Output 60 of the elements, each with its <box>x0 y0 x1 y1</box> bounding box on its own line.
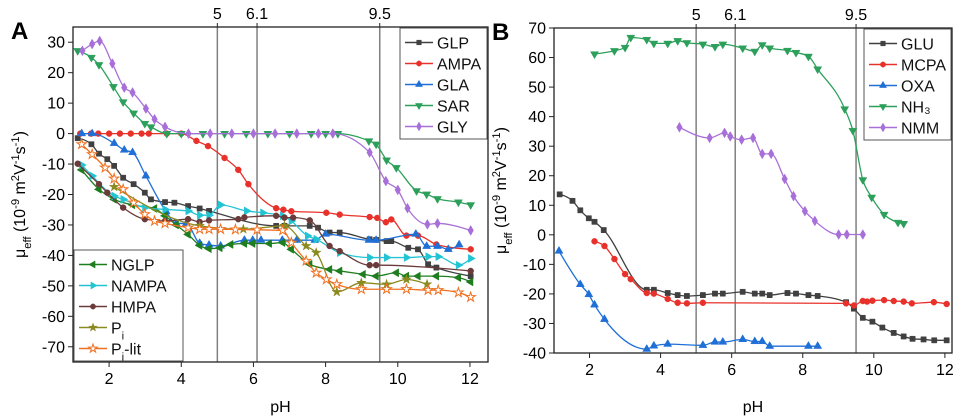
y-tick-label: 50 <box>528 80 546 97</box>
legend-label: NMM <box>901 120 940 138</box>
legend-label: GLP <box>437 36 470 52</box>
y-tick-label: -30 <box>42 217 66 234</box>
ref-line-label: 6.1 <box>724 7 746 24</box>
x-tick-label: 8 <box>798 362 808 379</box>
y-tick-label: -20 <box>522 286 546 304</box>
y-tick-label: 40 <box>528 109 546 126</box>
legend-label: AMPA <box>437 56 482 74</box>
legend-label: P$_{i}$-lit <box>111 342 142 364</box>
legend-label: SAR <box>437 98 470 116</box>
x-tick-label: 2 <box>585 362 594 379</box>
y-tick-label: -10 <box>42 156 66 174</box>
y-tick-label: -20 <box>42 187 66 204</box>
legend-label: OXA <box>901 78 936 96</box>
legend-label: NAMPA <box>111 278 168 296</box>
legend-label: GLY <box>437 120 468 136</box>
y-tick-label: -40 <box>522 346 546 362</box>
y-tick-label: -40 <box>42 248 66 265</box>
y-tick-label: -60 <box>42 308 66 326</box>
legend-label: NH₃ <box>901 100 931 116</box>
ref-line-label: 5 <box>212 6 222 23</box>
x-axis-title: pH <box>742 399 764 416</box>
y-tick-label: 0 <box>56 126 66 144</box>
chart-title: B <box>492 19 510 46</box>
legend-label: HMPA <box>111 300 156 316</box>
legend-label: GLA <box>437 78 470 94</box>
y-tick-label: 0 <box>537 227 546 244</box>
y-tick-label: -10 <box>522 256 546 274</box>
legend-label: MCPA <box>901 58 946 74</box>
x-tick-label: 4 <box>656 362 666 379</box>
x-tick-label: 12 <box>936 362 954 379</box>
ref-line-label: 6.1 <box>246 6 268 23</box>
x-tick-label: 4 <box>176 371 186 388</box>
ref-line-label: 9.5 <box>368 6 391 23</box>
y-tick-label: -50 <box>42 278 66 296</box>
y-tick-label: 20 <box>47 65 66 82</box>
y-tick-label: 70 <box>528 20 546 38</box>
x-tick-label: 10 <box>388 371 407 388</box>
y-tick-label: -30 <box>522 316 546 333</box>
y-tick-label: 10 <box>47 96 66 113</box>
y-tick-label: 10 <box>528 198 546 215</box>
legend-label: NGLP <box>111 258 155 274</box>
x-tick-label: 2 <box>104 371 114 388</box>
legend-label: P$_{i}$ <box>111 320 124 342</box>
ref-line-label: 5 <box>692 7 701 24</box>
legend-label: GLU <box>901 36 934 54</box>
chart-title: A <box>11 18 28 45</box>
y-tick-label: 60 <box>528 50 546 68</box>
x-tick-label: 6 <box>727 362 736 379</box>
x-axis-title: pH <box>270 399 291 416</box>
y-tick-label: 20 <box>528 168 546 186</box>
x-tick-label: 12 <box>461 371 479 388</box>
y-tick-label: 30 <box>528 138 546 156</box>
x-tick-label: 6 <box>248 371 258 388</box>
x-tick-label: 10 <box>864 362 883 379</box>
y-tick-label: 30 <box>47 34 66 52</box>
y-tick-label: -70 <box>42 339 66 356</box>
x-tick-label: 8 <box>321 371 330 388</box>
ref-line-label: 9.5 <box>844 7 868 24</box>
